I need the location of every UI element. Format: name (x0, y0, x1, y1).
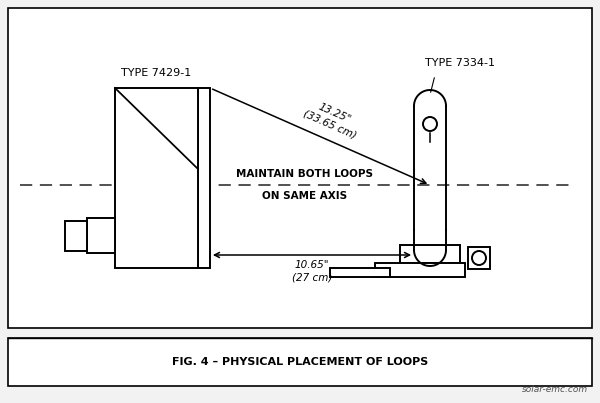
Text: TYPE 7429-1: TYPE 7429-1 (121, 68, 191, 78)
Text: solar-emc.com: solar-emc.com (522, 386, 588, 395)
Bar (65, 221, 87, 251)
Text: 10.65": 10.65" (295, 260, 329, 270)
Bar (400, 245, 460, 263)
Bar (330, 268, 390, 277)
Text: 13.25"
(33.65 cm): 13.25" (33.65 cm) (302, 97, 363, 140)
Bar (8, 8, 592, 328)
Circle shape (423, 117, 437, 131)
Text: FIG. 4 – PHYSICAL PLACEMENT OF LOOPS: FIG. 4 – PHYSICAL PLACEMENT OF LOOPS (172, 357, 428, 367)
Text: MAINTAIN BOTH LOOPS: MAINTAIN BOTH LOOPS (236, 169, 373, 179)
Bar (8, 338, 592, 386)
Bar (87, 218, 115, 253)
Bar (198, 88, 210, 268)
Bar (115, 88, 198, 268)
Text: ON SAME AXIS: ON SAME AXIS (262, 191, 347, 201)
Text: TYPE 7334-1: TYPE 7334-1 (425, 58, 495, 68)
Bar (468, 247, 490, 269)
Circle shape (472, 251, 486, 265)
Bar (375, 263, 465, 277)
Text: (27 cm): (27 cm) (292, 273, 332, 283)
